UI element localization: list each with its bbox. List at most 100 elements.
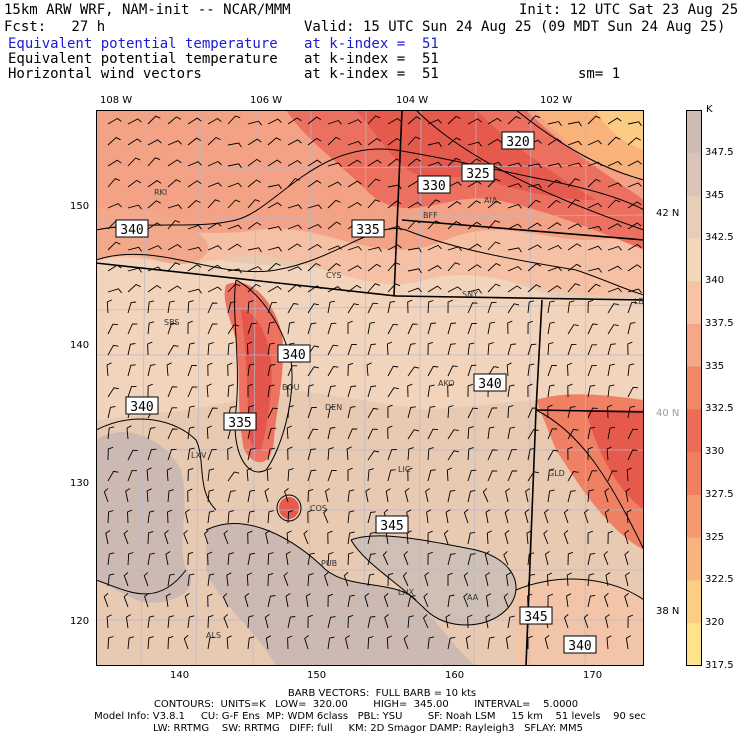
wind-barb <box>106 299 112 314</box>
wind-barb <box>627 302 637 314</box>
field1-level: at k-index = 51 <box>304 36 439 52</box>
legend-swatch <box>686 152 702 197</box>
wind-barb <box>507 183 522 188</box>
wind-barb <box>527 407 538 419</box>
lon-tick-106w: 106 W <box>250 95 283 106</box>
wind-barb <box>226 635 232 650</box>
wind-barb <box>587 283 601 293</box>
wind-barb <box>327 199 341 209</box>
wind-barb <box>367 321 375 335</box>
city-sbs: SBS <box>164 318 180 327</box>
wind-barb <box>346 446 352 461</box>
wind-barb <box>247 120 262 126</box>
model-info-physics: LW: RRTMG SW: RRTMG DIFF: full KM: 2D Sm… <box>153 723 583 734</box>
wind-barb <box>207 362 213 377</box>
wind-barb <box>265 530 271 545</box>
wind-barb <box>547 179 562 188</box>
wind-barb <box>107 636 114 650</box>
wind-barb <box>327 181 342 188</box>
wind-barb <box>567 300 575 314</box>
wind-barb <box>267 302 277 314</box>
wind-barb <box>247 283 261 293</box>
wind-barb <box>147 383 153 398</box>
wind-barb <box>427 428 439 440</box>
wind-barb <box>447 299 453 314</box>
wind-barb <box>147 115 161 125</box>
wind-barb <box>427 636 435 650</box>
wind-barb <box>467 264 482 272</box>
wind-barb <box>627 614 633 629</box>
wind-barb <box>207 636 215 650</box>
wind-barb <box>607 384 615 398</box>
legend-swatch <box>686 537 702 581</box>
wind-barb <box>227 510 234 524</box>
wind-barb <box>547 285 562 293</box>
svg-text:340: 340 <box>130 400 153 415</box>
wind-barb <box>607 245 622 251</box>
wind-barb <box>583 614 589 629</box>
barb-note: BARB VECTORS: FULL BARB = 10 kts <box>287 688 477 699</box>
wind-barb <box>187 573 195 587</box>
wind-barb <box>203 530 209 545</box>
wind-barb <box>587 365 597 377</box>
wind-barb <box>367 137 382 146</box>
wind-barb <box>543 509 549 524</box>
wind-barb <box>427 161 442 167</box>
wind-barb <box>507 203 522 209</box>
wind-barb <box>587 426 596 440</box>
wind-barb <box>107 137 121 146</box>
svg-text:320: 320 <box>506 135 529 150</box>
wind-barb <box>387 300 396 314</box>
wind-barb <box>187 288 202 294</box>
wind-barb <box>567 263 582 272</box>
wind-barb <box>367 199 381 209</box>
wind-barb <box>267 427 277 440</box>
legend-label: 347.5 <box>705 146 734 158</box>
legend-label: 325 <box>705 531 725 543</box>
city-bff: BFF <box>423 211 438 220</box>
wind-barb <box>587 161 602 167</box>
wind-barb <box>167 159 182 167</box>
wind-barb <box>463 593 469 608</box>
wind-barb <box>386 635 393 650</box>
wind-barb <box>467 342 475 356</box>
wind-barb <box>527 222 542 230</box>
wind-barb <box>506 572 512 587</box>
wind-barb <box>127 246 142 252</box>
wind-barb <box>267 342 275 356</box>
wind-barb <box>507 405 514 419</box>
contour-label-330: 330 <box>417 175 451 194</box>
legend-swatch <box>686 110 702 154</box>
wind-barb <box>207 286 222 293</box>
legend-swatch <box>686 494 702 539</box>
wind-barb <box>627 428 638 440</box>
field-gray-south <box>206 523 476 666</box>
wind-barb <box>485 593 492 608</box>
wind-barb <box>246 572 253 587</box>
wind-barb <box>587 245 602 251</box>
wind-barb <box>527 115 541 125</box>
wind-barb <box>265 635 272 650</box>
city-pub: PUB <box>321 559 337 568</box>
wind-barb <box>323 509 329 524</box>
wind-barb <box>207 551 213 566</box>
wind-barb <box>607 530 614 545</box>
init-time: Init: 12 UTC Sat 23 Aug 25 <box>519 2 739 18</box>
wind-barb <box>627 386 639 398</box>
wind-barb <box>467 118 482 125</box>
wind-barb <box>407 595 416 608</box>
wind-barb <box>207 222 222 230</box>
wind-barb <box>187 405 195 419</box>
wind-barb <box>567 471 579 482</box>
wind-barb <box>467 323 477 335</box>
wind-barb <box>267 226 282 231</box>
grid-x-170: 170 <box>583 670 603 681</box>
wind-barb <box>247 247 262 253</box>
wind-barb <box>447 157 461 167</box>
wind-barb <box>447 450 459 461</box>
wind-barb <box>447 181 462 188</box>
wind-barb <box>467 447 474 461</box>
wind-barb <box>127 267 142 273</box>
wind-barb <box>425 488 431 503</box>
wind-barb <box>207 117 222 125</box>
